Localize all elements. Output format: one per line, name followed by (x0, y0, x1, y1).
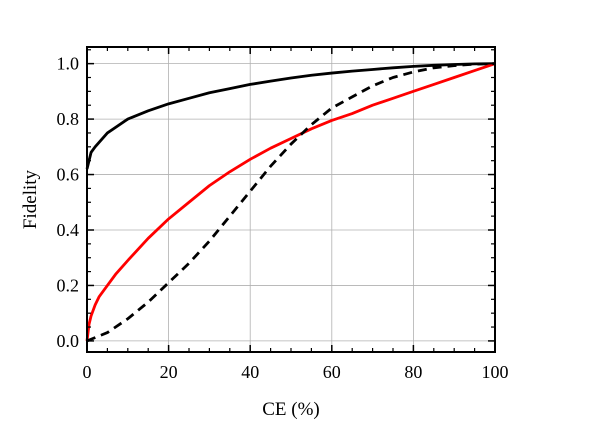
y-axis-label: Fidelity (20, 169, 41, 229)
series-lines (85, 62, 496, 343)
y-tick-label: 0.8 (57, 109, 80, 129)
grid (87, 47, 495, 352)
x-tick-label: 0 (83, 362, 92, 382)
tick-marks (86, 47, 496, 352)
x-tick-label: 40 (241, 362, 259, 382)
x-tick-label: 100 (482, 362, 509, 382)
x-tick-labels: 0 20 40 60 80 100 (83, 362, 509, 382)
series-line-3-dashed (86, 62, 496, 343)
y-tick-label: 0.6 (57, 165, 80, 185)
y-tick-labels: 0.0 0.2 0.4 0.6 0.8 1.0 (57, 54, 80, 351)
plot-frame (86, 46, 496, 353)
y-tick-label: 0.4 (57, 220, 80, 240)
x-tick-label: 20 (160, 362, 178, 382)
y-tick-label: 0.0 (57, 331, 80, 351)
x-tick-label: 80 (404, 362, 422, 382)
y-tick-label: 1.0 (57, 54, 80, 74)
x-tick-label: 60 (323, 362, 341, 382)
x-axis-label: CE (%) (262, 399, 320, 420)
y-tick-label: 0.2 (57, 275, 80, 295)
series-line-2 (85, 62, 496, 342)
series-line-1 (85, 62, 496, 170)
